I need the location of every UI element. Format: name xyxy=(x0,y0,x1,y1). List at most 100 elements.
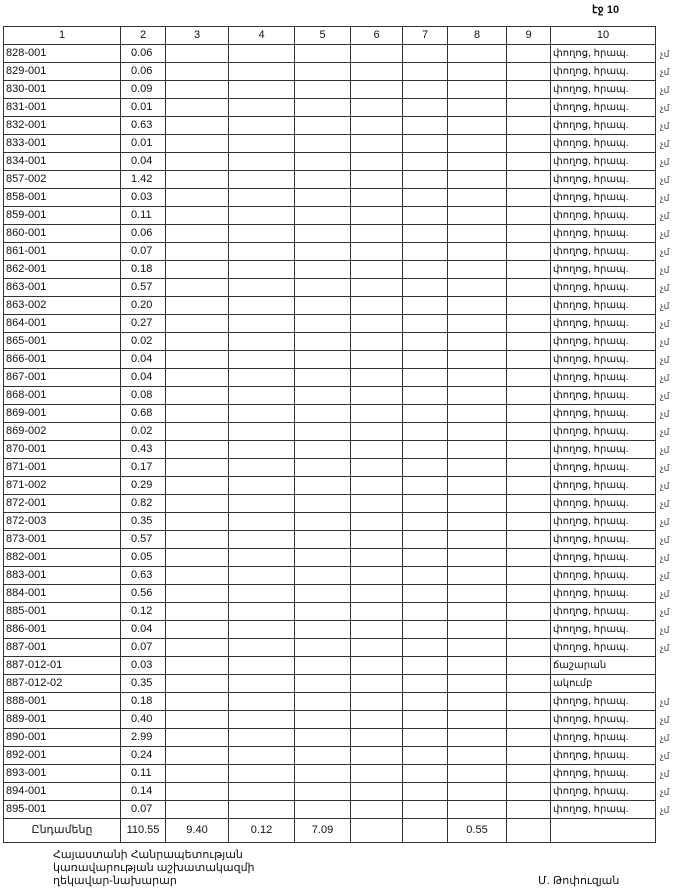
empty-cell xyxy=(165,386,229,405)
table-row: 886-001 0.04 փողոց, հրապ. xyxy=(3,620,656,639)
table-row: 860-001 0.06 փողոց, հրապ. xyxy=(3,224,656,243)
empty-cell xyxy=(165,782,229,801)
side-mark: չմ xyxy=(660,750,670,761)
column-header: 8 xyxy=(447,26,507,45)
purpose-cell: փողոց, հրապ. xyxy=(550,692,656,711)
side-mark: չմ xyxy=(660,390,670,401)
purpose-cell: փողոց, հրապ. xyxy=(550,314,656,333)
empty-cell xyxy=(402,260,448,279)
table-row: 833-001 0.01 փողոց, հրապ. xyxy=(3,134,656,153)
empty-cell xyxy=(228,674,295,693)
empty-cell xyxy=(165,710,229,729)
side-mark: չմ xyxy=(660,408,670,419)
table-row: 865-001 0.02 փողոց, հրապ. xyxy=(3,332,656,351)
empty-cell xyxy=(165,638,229,657)
empty-cell xyxy=(165,296,229,315)
purpose-cell: փողոց, հրապ. xyxy=(550,746,656,765)
empty-cell xyxy=(506,314,551,333)
empty-cell xyxy=(228,116,295,135)
side-mark: չմ xyxy=(660,138,670,149)
purpose-cell: փողոց, հրապ. xyxy=(550,800,656,819)
empty-cell xyxy=(294,620,351,639)
side-mark: չմ xyxy=(660,696,670,707)
purpose-cell: փողոց, հրապ. xyxy=(550,782,656,801)
empty-cell xyxy=(165,260,229,279)
page-number: էջ 10 xyxy=(592,4,620,16)
empty-cell xyxy=(350,224,403,243)
table-row: 888-001 0.18 փողոց, հրապ. xyxy=(3,692,656,711)
empty-cell xyxy=(165,422,229,441)
empty-cell xyxy=(350,602,403,621)
total-cell xyxy=(506,818,551,843)
empty-cell xyxy=(447,422,507,441)
empty-cell xyxy=(350,404,403,423)
column-header: 7 xyxy=(402,26,448,45)
empty-cell xyxy=(228,494,295,513)
empty-cell xyxy=(447,728,507,747)
parcel-code: 863-001 xyxy=(3,278,121,297)
side-mark: չմ xyxy=(660,552,670,563)
empty-cell xyxy=(350,170,403,189)
empty-cell xyxy=(228,206,295,225)
empty-cell xyxy=(447,800,507,819)
empty-cell xyxy=(294,314,351,333)
table-row: 895-001 0.07 փողոց, հրապ. xyxy=(3,800,656,819)
empty-cell xyxy=(294,80,351,99)
empty-cell xyxy=(402,530,448,549)
purpose-cell: փողոց, հրապ. xyxy=(550,440,656,459)
purpose-cell: փողոց, հրապ. xyxy=(550,260,656,279)
empty-cell xyxy=(506,188,551,207)
empty-cell xyxy=(228,242,295,261)
empty-cell xyxy=(447,566,507,585)
empty-cell xyxy=(350,80,403,99)
empty-cell xyxy=(506,530,551,549)
side-mark: չմ xyxy=(660,300,670,311)
empty-cell xyxy=(402,710,448,729)
purpose-cell: փողոց, հրապ. xyxy=(550,332,656,351)
empty-cell xyxy=(506,764,551,783)
empty-cell xyxy=(506,638,551,657)
parcel-code: 828-001 xyxy=(3,44,121,63)
empty-cell xyxy=(294,512,351,531)
empty-cell xyxy=(506,80,551,99)
purpose-cell: փողոց, հրապ. xyxy=(550,368,656,387)
empty-cell xyxy=(350,440,403,459)
parcel-code: 829-001 xyxy=(3,62,121,81)
parcel-code: 872-003 xyxy=(3,512,121,531)
area-value: 0.27 xyxy=(120,314,166,333)
empty-cell xyxy=(447,512,507,531)
parcel-code: 869-002 xyxy=(3,422,121,441)
empty-cell xyxy=(506,368,551,387)
parcel-code: 895-001 xyxy=(3,800,121,819)
empty-cell xyxy=(294,170,351,189)
empty-cell xyxy=(402,602,448,621)
empty-cell xyxy=(506,746,551,765)
empty-cell xyxy=(228,278,295,297)
total-cell: 7.09 xyxy=(294,818,351,843)
empty-cell xyxy=(228,314,295,333)
empty-cell xyxy=(506,44,551,63)
area-value: 0.07 xyxy=(120,242,166,261)
empty-cell xyxy=(402,800,448,819)
empty-cell xyxy=(165,278,229,297)
empty-cell xyxy=(294,260,351,279)
empty-cell xyxy=(294,638,351,657)
empty-cell xyxy=(447,170,507,189)
empty-cell xyxy=(294,584,351,603)
purpose-cell: փողոց, հրապ. xyxy=(550,422,656,441)
empty-cell xyxy=(447,764,507,783)
empty-cell xyxy=(165,584,229,603)
parcel-code: 865-001 xyxy=(3,332,121,351)
empty-cell xyxy=(294,242,351,261)
parcel-code: 887-012-01 xyxy=(3,656,121,675)
area-value: 0.20 xyxy=(120,296,166,315)
empty-cell xyxy=(165,746,229,765)
parcel-code: 882-001 xyxy=(3,548,121,567)
side-mark: չմ xyxy=(660,372,670,383)
empty-cell xyxy=(447,476,507,495)
side-mark: չմ xyxy=(660,804,670,815)
empty-cell xyxy=(165,62,229,81)
purpose-cell: փողոց, հրապ. xyxy=(550,134,656,153)
area-value: 0.43 xyxy=(120,440,166,459)
area-value: 0.06 xyxy=(120,44,166,63)
